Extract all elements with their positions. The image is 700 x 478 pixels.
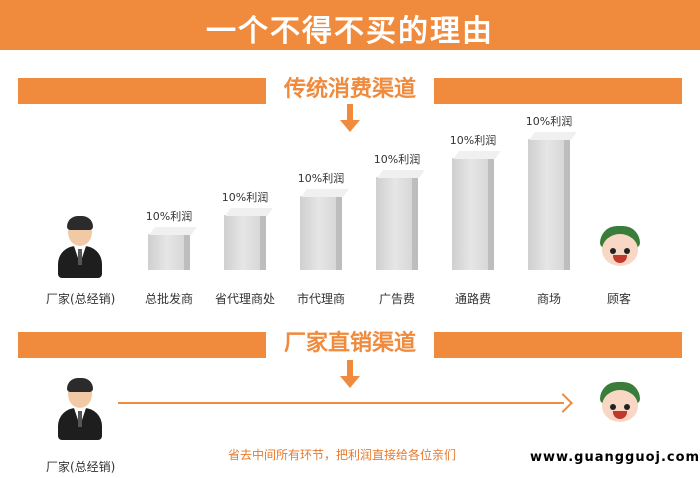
businessman-icon [58, 216, 102, 278]
direct-channel-note: 省去中间所有环节，把利润直接给各位亲们 [228, 448, 457, 462]
stage-profit-label: 10%利润 [145, 210, 193, 223]
watermark: www.guangguoj.com [530, 450, 700, 465]
stage-bar-top [377, 170, 425, 178]
traditional-channel-label: 传统消费渠道 [265, 74, 435, 106]
traditional-channel-banner: 传统消费渠道 [18, 74, 682, 106]
customer-face-icon [598, 226, 642, 270]
stage-profit-label: 10%利润 [449, 134, 497, 147]
stage-name-label: 通路费 [454, 292, 491, 306]
stage-bar-top [301, 189, 349, 197]
direct-channel-label: 厂家直销渠道 [265, 328, 435, 360]
page-header: 一个不得不买的理由 [0, 0, 700, 50]
customer-label: 顾客 [607, 292, 632, 306]
direct-arrow-head-icon [553, 393, 573, 413]
down-arrow-icon [340, 104, 360, 134]
stage-bar-top [453, 151, 501, 159]
stage-profit-label: 10%利润 [373, 153, 421, 166]
stage-name-label: 省代理商处 [214, 292, 275, 306]
manufacturer-label: 厂家(总经销) [46, 460, 116, 474]
stage-bar [376, 177, 418, 270]
stage-name-label: 总批发商 [144, 292, 193, 306]
stage-bar [528, 139, 570, 270]
stage-profit-label: 10%利润 [297, 172, 345, 185]
businessman-icon [58, 378, 102, 440]
stage-bar [452, 158, 494, 270]
direct-arrow-line [118, 402, 564, 404]
page-title: 一个不得不买的理由 [206, 14, 494, 49]
down-arrow-icon [340, 360, 360, 390]
stage-bar-top [149, 227, 197, 235]
stage-name-label: 商场 [536, 292, 561, 306]
stage-bar [148, 234, 190, 270]
stage-bar-top [225, 208, 273, 216]
stage-name-label: 广告费 [378, 292, 415, 306]
manufacturer-label: 厂家(总经销) [46, 292, 116, 306]
stage-bar [224, 215, 266, 270]
direct-channel-banner: 厂家直销渠道 [18, 328, 682, 360]
stage-name-label: 市代理商 [296, 292, 345, 306]
customer-face-icon [598, 382, 642, 426]
stage-profit-label: 10%利润 [525, 115, 573, 128]
stage-profit-label: 10%利润 [221, 191, 269, 204]
stage-bar-top [529, 132, 577, 140]
stage-bar [300, 196, 342, 270]
